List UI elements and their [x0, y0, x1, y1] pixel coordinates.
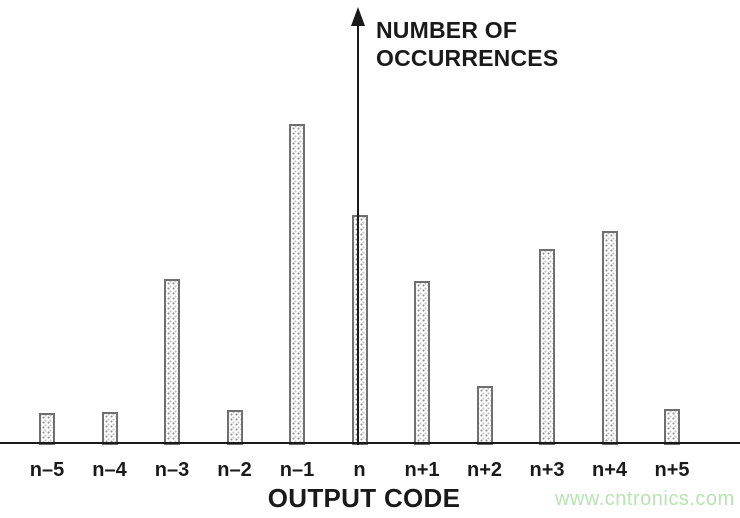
bar-n+1	[414, 281, 430, 445]
y-axis-title-line1: NUMBER OF	[376, 17, 518, 43]
x-axis-line	[0, 442, 740, 444]
x-tick-label-n: n	[353, 459, 366, 481]
bar-n+2	[476, 386, 493, 445]
x-tick-label-n-1: n–1	[279, 459, 315, 481]
watermark-text: www.cntronics.com	[555, 488, 735, 510]
x-tick-label-n+3: n+3	[529, 459, 565, 481]
y-axis-line	[357, 20, 359, 445]
bar-n+4	[601, 231, 618, 445]
bar-n	[351, 215, 368, 445]
y-axis-title: NUMBER OF OCCURRENCES	[376, 16, 558, 72]
bar-n+5	[664, 409, 680, 445]
bar-n-5	[39, 413, 55, 445]
bar-n-4	[101, 412, 118, 445]
bar-n-2	[226, 410, 243, 445]
bar-n-3	[164, 279, 180, 445]
bar-n-1	[289, 124, 305, 445]
x-axis-title: OUTPUT CODE	[267, 483, 461, 513]
arrow-up-icon	[351, 7, 365, 26]
x-tick-label-n-3: n–3	[154, 459, 190, 481]
x-tick-label-n+5: n+5	[654, 459, 690, 481]
x-tick-label-n-4: n–4	[92, 459, 127, 481]
y-axis-title-line2: OCCURRENCES	[376, 45, 559, 71]
x-tick-label-n+2: n+2	[466, 459, 503, 481]
x-tick-label-n-2: n–2	[217, 459, 252, 481]
x-tick-label-n+1: n+1	[404, 459, 440, 481]
x-tick-label-n+4: n+4	[591, 459, 628, 481]
x-tick-label-n-5: n–5	[29, 459, 65, 481]
bar-n+3	[539, 249, 555, 445]
